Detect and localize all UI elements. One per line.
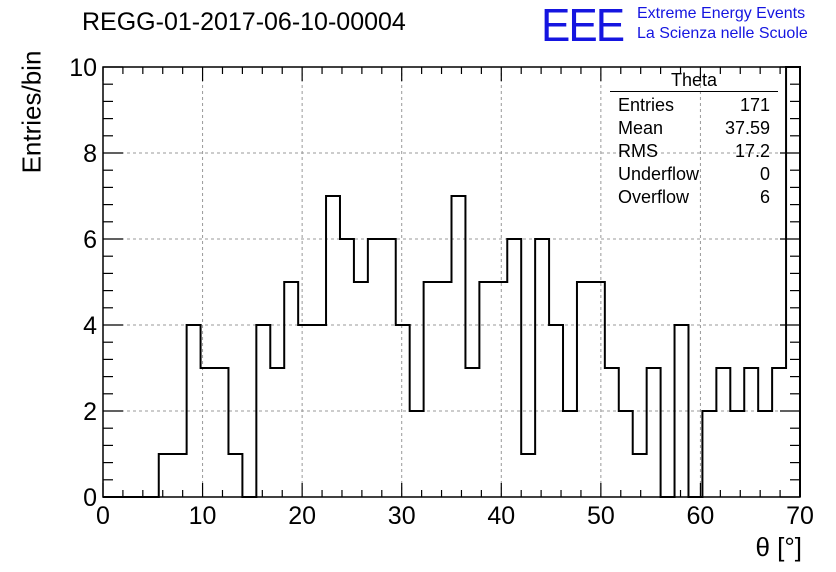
stats-row-mean: Mean 37.59 [610, 117, 778, 140]
stats-value: 37.59 [724, 118, 770, 138]
x-axis-label: θ [°] [755, 532, 802, 562]
stats-value: 6 [759, 187, 770, 207]
x-tick-label: 70 [786, 502, 814, 530]
stats-label: Mean [618, 118, 664, 138]
stats-value: 17.2 [734, 141, 770, 161]
stats-box: Theta Entries 171 Mean 37.59 RMS 17.2 Under… [610, 70, 778, 209]
stats-row-rms: RMS 17.2 [610, 140, 778, 163]
stats-name: Theta [610, 70, 778, 92]
y-tick-label: 0 [83, 484, 97, 512]
stats-value: 0 [759, 164, 770, 184]
x-tick-label: 50 [587, 502, 615, 530]
y-tick-label: 10 [69, 54, 97, 82]
histogram-title: REGG-01-2017-06-10-00004 [82, 8, 406, 36]
y-tick-label: 4 [83, 312, 97, 340]
stats-label: RMS [618, 141, 658, 161]
stats-row-overflow: Overflow 6 [610, 186, 778, 209]
stats-label: Entries [618, 95, 675, 115]
organization-line-1: Extreme Energy Events [637, 5, 806, 22]
organization-label: Extreme Energy Events La Scienza nelle S… [637, 4, 808, 44]
x-tick-label: 30 [388, 502, 416, 530]
stats-row-underflow: Underflow 0 [610, 163, 778, 186]
y-tick-label: 8 [83, 140, 97, 168]
y-tick-label: 2 [83, 398, 97, 426]
x-tick-label: 60 [687, 502, 715, 530]
x-tick-label: 0 [96, 502, 110, 530]
stats-label: Underflow [618, 164, 700, 184]
eee-logo: EEE [541, 0, 625, 52]
stats-label: Overflow [618, 187, 690, 207]
y-tick-label: 6 [83, 226, 97, 254]
x-tick-label: 10 [189, 502, 217, 530]
plot-frame [102, 66, 801, 498]
organization-line-2: La Scienza nelle Scuole [637, 25, 808, 42]
stats-value: 171 [739, 95, 770, 115]
x-tick-label: 20 [288, 502, 316, 530]
x-tick-label: 40 [487, 502, 515, 530]
stats-row-entries: Entries 171 [610, 94, 778, 117]
